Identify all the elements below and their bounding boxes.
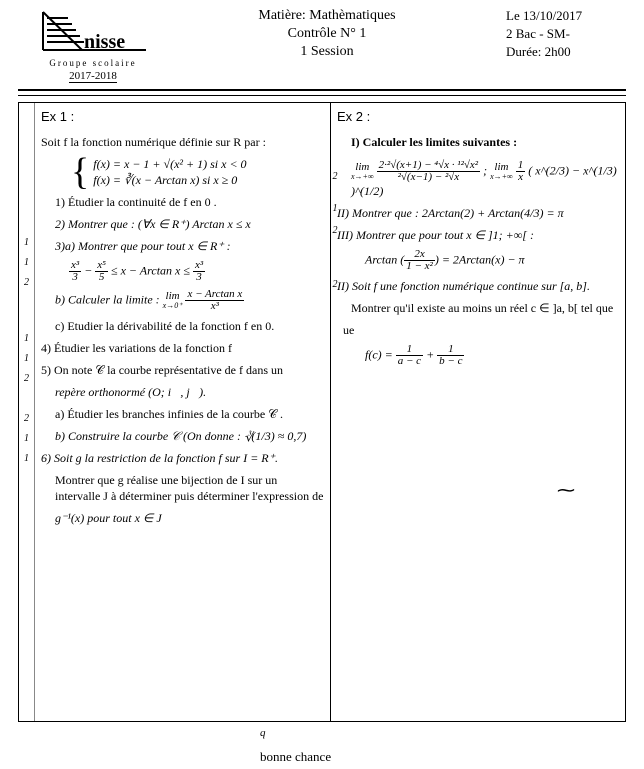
ex2-q2: II) Montrer que : 2Arctan(2) + Arctan(4/… [337, 205, 619, 221]
q6b: Montrer que g réalise une bijection de I… [41, 472, 324, 504]
mark: 2 [327, 225, 343, 236]
ex2-q4b: Montrer qu'il existe au moins un réel c … [337, 300, 619, 316]
pen-scribble-icon: ⁓ [557, 480, 575, 501]
controle: Contrôle N° 1 [178, 26, 476, 42]
piece1: f(x) = x − 1 + √(x² + 1) si x < 0 [93, 156, 246, 172]
exercise-1: Ex 1 : Soit f la fonction numérique défi… [35, 103, 331, 721]
ex2-q3: III) Montrer que pour tout x ∈ ]1; +∞[ : [337, 227, 619, 243]
mark: 2 [327, 171, 343, 182]
q3a: 3)a) Montrer que pour tout x ∈ R⁺ : [41, 238, 324, 254]
duree: Durée: 2h00 [506, 44, 626, 60]
mark: 1 [19, 353, 34, 373]
q5-repere: repère orthonormé (O; i⃗, j⃗). [41, 384, 324, 400]
q3a-math: x³3 − x⁵5 ≤ x − Arctan x ≤ x³3 [41, 260, 324, 283]
mark: 2 [19, 413, 34, 433]
ex2-q4: II) Soit f une fonction numérique contin… [337, 278, 619, 294]
ex2-lim1: limx→+∞ 2·²√(x+1) − ⁴√x · ¹²√x²²√(x−1) −… [337, 160, 619, 199]
page-header: nisse Groupe scolaire 2017-2018 Matière:… [18, 8, 626, 91]
year-label: 2017-2018 [69, 70, 117, 83]
q5b: b) Construire la courbe 𝒞 (On donne : ∛(… [41, 428, 324, 444]
q2: 2) Montrer que : (∀x ∈ R⁺) Arctan x ≤ x [41, 216, 324, 232]
mark: 1 [19, 237, 34, 257]
mark: 1 [19, 453, 34, 473]
piece2: f(x) = ∛(x − Arctan x) si x ≥ 0 [93, 172, 246, 188]
q3c: c) Etudier la dérivabilité de la fonctio… [41, 318, 324, 334]
q6c: g⁻¹(x) pour tout x ∈ J [41, 510, 324, 526]
niveau: 2 Bac - SM- [506, 26, 626, 42]
logo-block: nisse Groupe scolaire 2017-2018 [18, 8, 148, 83]
mark: 2 [327, 279, 343, 290]
content-columns: 1 1 2 1 1 2 2 1 1 Ex 1 : Soit f la fonct… [18, 102, 626, 722]
ex2-q4-ue: ue [337, 322, 619, 338]
ex1-title: Ex 1 : [41, 109, 324, 124]
ex2-q3-math: Arctan (2x1 − x²) = 2Arctan(x) − π [337, 249, 619, 272]
exercise-2: Ex 2 : I) Calculer les limites suivantes… [331, 103, 625, 721]
left-marks-gutter: 1 1 2 1 1 2 2 1 1 [19, 103, 35, 721]
matiere: Matière: Mathèmatiques [178, 8, 476, 24]
ex2-q4-fc: f(c) = 1a − c + 1b − c [337, 344, 619, 367]
header-right: Le 13/10/2017 2 Bac - SM- Durée: 2h00 [506, 8, 626, 62]
ex2-q1-head: I) Calculer les limites suivantes : [337, 134, 619, 150]
ex2-title: Ex 2 : [337, 109, 619, 124]
bonne-chance: bonne chance [260, 749, 331, 765]
q5: 5) On note 𝒞 la courbe représentative de… [41, 362, 324, 378]
mark: 2 [19, 277, 34, 297]
mark: 1 [19, 333, 34, 353]
groupe-label: Groupe scolaire [49, 58, 136, 68]
q3b: b) Calculer la limite : limx→0⁺ x − Arct… [41, 289, 324, 312]
stray-q: q [260, 727, 266, 739]
mark: 1 [19, 433, 34, 453]
mark: 1 [19, 257, 34, 277]
q1: 1) Étudier la continuité de f en 0 . [41, 194, 324, 210]
mark: 2 [19, 373, 34, 393]
ex1-intro: Soit f la fonction numérique définie sur… [41, 134, 324, 150]
date: Le 13/10/2017 [506, 8, 626, 24]
q5a: a) Étudier les branches infinies de la c… [41, 406, 324, 422]
piecewise-def: { f(x) = x − 1 + √(x² + 1) si x < 0 f(x)… [71, 156, 324, 188]
session: 1 Session [178, 44, 476, 60]
brace-icon: { [71, 157, 89, 187]
header-center: Matière: Mathèmatiques Contrôle N° 1 1 S… [178, 8, 476, 62]
svg-text:nisse: nisse [84, 31, 125, 53]
logo-icon: nisse [38, 8, 148, 58]
q6: 6) Soit g la restriction de la fonction … [41, 450, 324, 466]
mark: 1 [327, 203, 343, 214]
q4: 4) Étudier les variations de la fonction… [41, 340, 324, 356]
